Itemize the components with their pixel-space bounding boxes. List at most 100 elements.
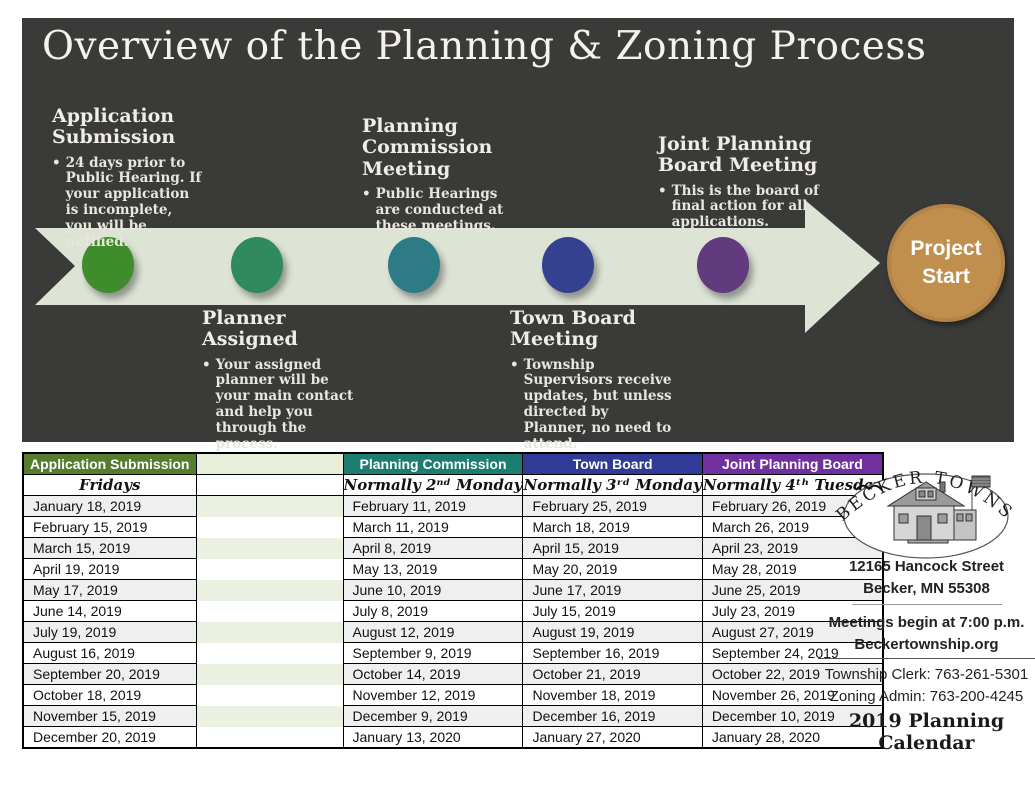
cell-gap — [195, 663, 344, 685]
cell-gap — [195, 642, 344, 664]
cell-date: June 17, 2019 — [522, 579, 703, 601]
cell-date: October 21, 2019 — [522, 663, 703, 685]
cell-date: November 12, 2019 — [342, 684, 524, 706]
step-dot-joint-planning-board — [697, 237, 749, 293]
cell-date: August 12, 2019 — [342, 621, 524, 643]
subtitle-town-board: Normally 3ʳᵈ Monday — [522, 474, 703, 496]
cell-date: January 13, 2020 — [342, 726, 524, 749]
cell-date: May 28, 2019 — [701, 558, 884, 580]
cell-gap — [195, 726, 344, 748]
cell-date: December 20, 2019 — [22, 726, 197, 749]
cell-date: January 18, 2019 — [22, 495, 197, 517]
cell-date: July 15, 2019 — [522, 600, 703, 622]
header-application-submission: Application Submission — [22, 452, 197, 475]
header-blank — [195, 452, 344, 475]
table-row: May 17, 2019 June 10, 2019 June 17, 2019 Ju… — [22, 579, 884, 601]
table-row: October 18, 2019 November 12, 2019 Novembe… — [22, 684, 884, 706]
cell-date: July 8, 2019 — [342, 600, 524, 622]
table-subtitle-row: Fridays Normally 2ⁿᵈ Monday Normally 3ʳᵈ… — [22, 474, 884, 496]
step-bullet-text: Your assigned planner will be your main … — [215, 356, 354, 453]
cell-date: March 11, 2019 — [342, 516, 524, 538]
cell-date: August 19, 2019 — [522, 621, 703, 643]
cell-date: October 14, 2019 — [342, 663, 524, 685]
cell-gap — [195, 495, 344, 517]
cell-date: January 27, 2020 — [522, 726, 703, 749]
header-planning-commission: Planning Commission — [342, 452, 524, 475]
cell-gap — [195, 516, 344, 538]
cell-date: March 15, 2019 — [22, 537, 197, 559]
step-bullet-text: Public Hearings are conducted at these m… — [375, 185, 504, 234]
cell-date: February 15, 2019 — [22, 516, 197, 538]
cell-date: December 10, 2019 — [701, 705, 884, 727]
divider-short — [852, 604, 1002, 605]
table-row: September 20, 2019 October 14, 2019 Octobe… — [22, 663, 884, 685]
cell-gap — [195, 705, 344, 727]
table-row: November 15, 2019 December 9, 2019 Decembe… — [22, 705, 884, 727]
calendar-title: 2019 Planning Calendar — [848, 710, 1005, 754]
page-title: Overview of the Planning & Zoning Proces… — [42, 24, 927, 69]
cell-date: September 16, 2019 — [522, 642, 703, 664]
subtitle-planning-commission: Normally 2ⁿᵈ Monday — [342, 474, 524, 496]
table-header-row: Application Submission Planning Commissi… — [22, 452, 884, 475]
cell-date: April 23, 2019 — [701, 537, 884, 559]
table-row: June 14, 2019 July 8, 2019 July 15, 2019 Ju… — [22, 600, 884, 622]
cell-date: May 17, 2019 — [22, 579, 197, 601]
cell-date: December 16, 2019 — [522, 705, 703, 727]
table-row: July 19, 2019 August 12, 2019 August 19, 2… — [22, 621, 884, 643]
eagle-icon — [855, 484, 883, 491]
table-row: April 19, 2019 May 13, 2019 May 20, 2019 Ma… — [22, 558, 884, 580]
step-heading: Planner Assigned — [202, 307, 298, 351]
cell-gap — [195, 684, 344, 706]
cell-gap — [195, 621, 344, 643]
cell-date: June 10, 2019 — [342, 579, 524, 601]
cell-date: October 22, 2019 — [701, 663, 884, 685]
cell-date: December 9, 2019 — [342, 705, 524, 727]
cell-date: April 15, 2019 — [522, 537, 703, 559]
cell-date: August 27, 2019 — [701, 621, 884, 643]
table-row: February 15, 2019 March 11, 2019 March 18,… — [22, 516, 884, 538]
step-bullet-text: 24 days prior to Public Hearing. If your… — [65, 154, 202, 251]
step-dot-town-board — [542, 237, 594, 293]
step-planning-commission-meeting: Planning Commission Meeting Public Heari… — [362, 115, 512, 235]
cell-gap — [195, 558, 344, 580]
township-info-sidebar: BECKER TOWNSHIP 12165 Hancock Street — [818, 446, 1035, 756]
step-heading: Application Submission — [52, 105, 176, 149]
cell-date: June 14, 2019 — [22, 600, 197, 622]
address-line-2: Becker, MN 55308 — [863, 580, 990, 597]
cell-date: August 16, 2019 — [22, 642, 197, 664]
cell-date: May 20, 2019 — [522, 558, 703, 580]
table-row: August 16, 2019 September 9, 2019 Septembe… — [22, 642, 884, 664]
process-arrow — [35, 200, 880, 333]
meeting-info: Meetings begin at 7:00 p.m. Beckertownsh… — [818, 612, 1035, 656]
cell-date: March 26, 2019 — [701, 516, 884, 538]
step-heading: Joint Planning Board Meeting — [658, 133, 818, 177]
step-heading: Town Board Meeting — [510, 307, 636, 351]
contact-info: Township Clerk: 763-261-5301 Zoning Admi… — [818, 664, 1035, 708]
cell-date: June 25, 2019 — [701, 579, 884, 601]
table-row: December 20, 2019 January 13, 2020 January… — [22, 726, 884, 749]
clerk-phone: Township Clerk: 763-261-5301 — [824, 666, 1029, 683]
cell-date: March 18, 2019 — [522, 516, 703, 538]
step-heading: Planning Commission Meeting — [362, 115, 493, 180]
cell-date: October 18, 2019 — [22, 684, 197, 706]
step-bullet-text: This is the board of final action for al… — [671, 182, 819, 231]
cell-date: September 20, 2019 — [22, 663, 197, 685]
process-arrow-shape — [35, 200, 880, 333]
address-line-1: 12165 Hancock Street — [848, 558, 1005, 575]
step-dot-planner-assigned — [231, 237, 283, 293]
step-bullet-text: Township Supervisors receive updates, bu… — [523, 356, 672, 453]
cell-date: November 15, 2019 — [22, 705, 197, 727]
meeting-time: Meetings begin at 7:00 p.m. — [828, 614, 1025, 631]
township-website[interactable]: Beckertownship.org — [854, 636, 999, 653]
step-dot-planning-commission — [388, 237, 440, 293]
step-application-submission: Application Submission 24 days prior to … — [52, 105, 202, 251]
cell-gap — [195, 537, 344, 559]
town-hall-illustration — [886, 475, 991, 544]
table-row: January 18, 2019 February 11, 2019 Februar… — [22, 495, 884, 517]
step-planner-assigned: Planner Assigned Your assigned planner w… — [202, 307, 354, 453]
cell-date: February 11, 2019 — [342, 495, 524, 517]
header-town-board: Town Board — [522, 452, 703, 475]
cell-date: February 25, 2019 — [522, 495, 703, 517]
township-address: 12165 Hancock Street Becker, MN 55308 — [818, 556, 1035, 600]
cell-date: July 23, 2019 — [701, 600, 884, 622]
